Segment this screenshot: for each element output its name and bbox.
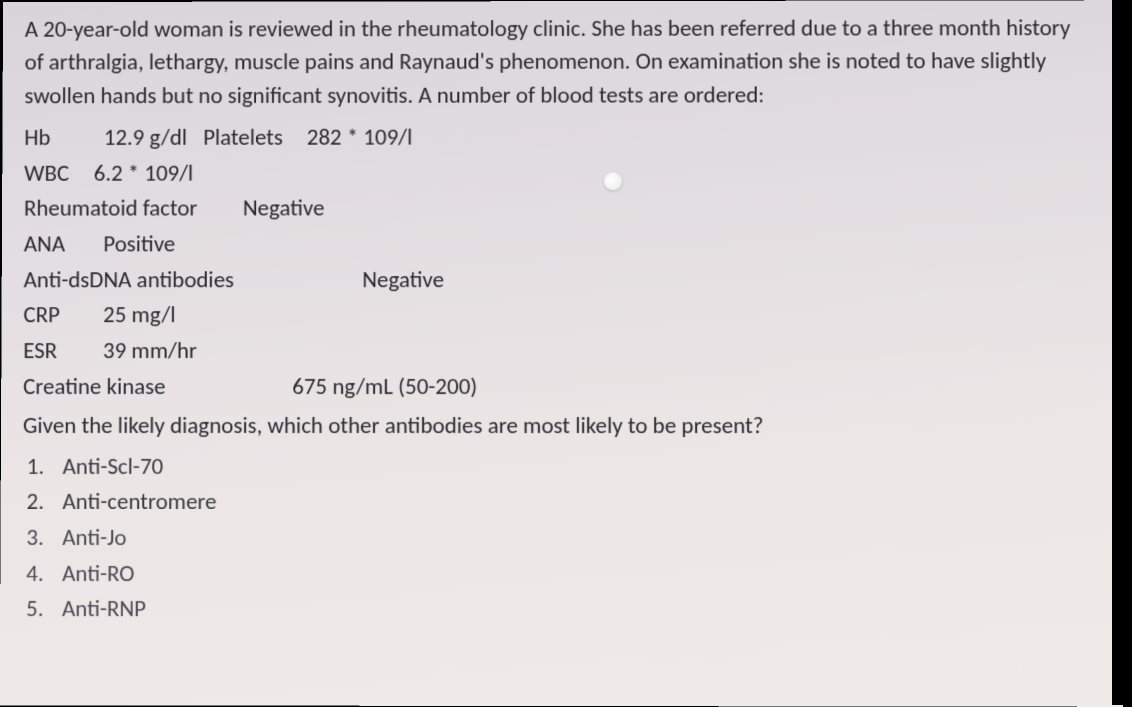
- lab-row-ck: Creatine kinase 675 ng/mL (50-200): [23, 369, 1093, 405]
- option-number: 4.: [26, 557, 58, 593]
- option-3: 3. Anti-Jo: [26, 521, 1094, 557]
- lab-row-esr: ESR 39 mm/hr: [23, 334, 1093, 370]
- ck-label: Creatine kinase: [23, 370, 202, 406]
- ck-value: 675 ng/mL (50-200): [202, 370, 477, 406]
- lab-row-dsdna: Anti-dsDNA antibodies Negative: [24, 262, 1093, 298]
- question-stem: A 20-year-old woman is reviewed in the r…: [24, 12, 1092, 113]
- option-2: 2. Anti-centromere: [26, 485, 1094, 521]
- rf-value: Negative: [243, 192, 325, 228]
- platelets-label: Platelets: [187, 121, 283, 157]
- option-number: 3.: [26, 521, 58, 557]
- lab-row-wbc: WBC 6.2 * 109/l: [24, 156, 1092, 193]
- option-text: Anti-RNP: [58, 592, 146, 628]
- ana-value: Positive: [83, 227, 175, 263]
- lab-row-crp: CRP 25 mg/l: [23, 298, 1093, 334]
- option-text: Anti-centromere: [58, 485, 216, 521]
- option-text: Anti-Scl-70: [59, 450, 164, 486]
- wbc-value: 6.2 * 109/l: [84, 156, 194, 192]
- lab-row-hb-plt: Hb 12.9 g/dl Platelets 282 * 109/l: [24, 120, 1092, 157]
- wbc-label: WBC: [24, 157, 84, 193]
- crp-label: CRP: [23, 298, 83, 334]
- esr-value: 39 mm/hr: [83, 334, 197, 370]
- option-1: 1. Anti-Scl-70: [27, 450, 1094, 486]
- option-5: 5. Anti-RNP: [26, 592, 1095, 629]
- option-4: 4. Anti-RO: [26, 557, 1094, 594]
- crp-value: 25 mg/l: [83, 298, 175, 334]
- hb-value: 12.9 g/dl: [84, 121, 187, 157]
- options-list: 1. Anti-Scl-70 2. Anti-centromere 3. Ant…: [22, 450, 1095, 629]
- esr-label: ESR: [23, 334, 83, 370]
- question-prompt: Given the likely diagnosis, which other …: [23, 409, 1094, 444]
- option-number: 1.: [27, 450, 59, 486]
- dsdna-value: Negative: [282, 263, 444, 299]
- hb-label: Hb: [24, 121, 84, 156]
- lab-row-ana: ANA Positive: [24, 227, 1093, 263]
- ana-label: ANA: [24, 227, 84, 263]
- option-number: 5.: [26, 592, 58, 628]
- cursor-dot: [604, 172, 622, 190]
- option-text: Anti-Jo: [58, 521, 126, 557]
- black-border-right: [1112, 0, 1132, 705]
- rf-label: Rheumatoid factor: [24, 192, 243, 228]
- lab-row-rf: Rheumatoid factor Negative: [24, 191, 1093, 227]
- platelets-value: 282 * 109/l: [283, 121, 413, 157]
- question-page: A 20-year-old woman is reviewed in the r…: [0, 0, 1123, 707]
- dsdna-label: Anti-dsDNA antibodies: [24, 263, 283, 299]
- option-number: 2.: [26, 485, 58, 521]
- option-text: Anti-RO: [58, 557, 135, 593]
